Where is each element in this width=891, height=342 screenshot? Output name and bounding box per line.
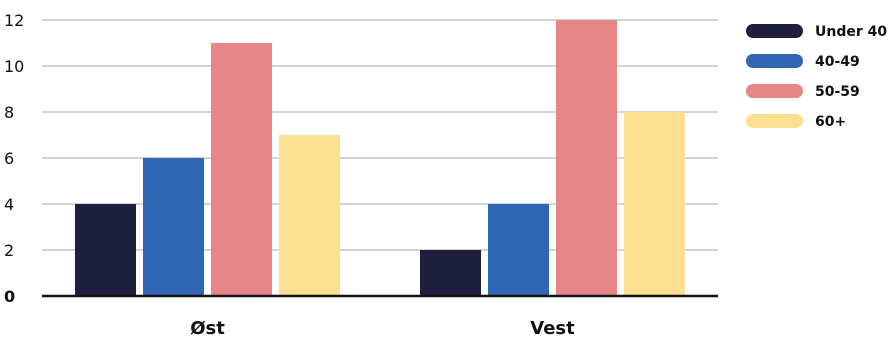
legend-swatch bbox=[746, 24, 803, 38]
bar bbox=[624, 112, 685, 296]
legend-swatch bbox=[746, 114, 803, 128]
y-tick-label: 10 bbox=[4, 57, 24, 76]
legend-swatch bbox=[746, 84, 803, 98]
category-label: Vest bbox=[530, 318, 575, 339]
bar bbox=[75, 204, 136, 296]
y-tick-label: 4 bbox=[4, 195, 14, 214]
bar bbox=[279, 135, 340, 296]
legend-label: 60+ bbox=[815, 114, 846, 130]
legend-label: 40-49 bbox=[815, 54, 860, 70]
y-tick-label: 2 bbox=[4, 241, 14, 260]
bar bbox=[488, 204, 549, 296]
legend-label: 50-59 bbox=[815, 84, 860, 100]
y-tick-label: 12 bbox=[4, 11, 24, 30]
y-tick-label: 6 bbox=[4, 149, 14, 168]
category-labels: Øst Vest bbox=[190, 318, 575, 339]
legend: Under 40 40-49 50-59 60+ bbox=[746, 24, 887, 130]
legend-swatch bbox=[746, 54, 803, 68]
y-tick-label: 8 bbox=[4, 103, 14, 122]
category-label: Øst bbox=[190, 318, 225, 339]
bar bbox=[420, 250, 481, 296]
bar bbox=[211, 43, 272, 296]
bar bbox=[143, 158, 204, 296]
bar bbox=[556, 20, 617, 296]
bars bbox=[75, 20, 685, 296]
legend-label: Under 40 bbox=[815, 24, 887, 40]
y-tick-labels: 0 2 4 6 8 10 12 bbox=[4, 11, 24, 306]
y-tick-label: 0 bbox=[4, 287, 15, 306]
